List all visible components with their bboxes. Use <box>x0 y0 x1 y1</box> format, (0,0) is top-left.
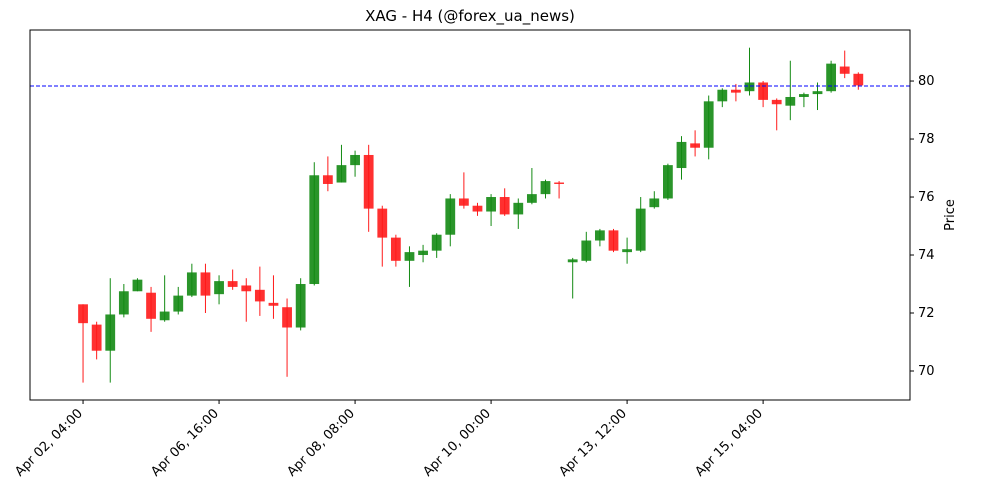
candle-body <box>186 272 197 296</box>
candle-body <box>472 205 483 212</box>
candle-body <box>540 181 551 195</box>
candle-body <box>350 154 360 166</box>
candle-body <box>309 175 320 285</box>
candle-body <box>839 66 850 74</box>
chart-title: XAG - H4 (@forex_ua_news) <box>365 7 575 26</box>
candle-body <box>826 63 837 92</box>
candle-body <box>703 101 714 148</box>
candle-body <box>812 91 823 95</box>
plot-frame <box>29 29 911 401</box>
candle-body <box>214 281 224 295</box>
y-tick-label: 72 <box>918 306 935 321</box>
candle-body <box>486 197 496 212</box>
candle-body <box>731 89 741 93</box>
candle-body <box>282 307 292 328</box>
candle-body <box>91 324 102 351</box>
y-tick-label: 78 <box>918 132 935 147</box>
candle-body <box>799 94 809 97</box>
y-tick-label: 80 <box>918 74 935 89</box>
candle-body <box>581 240 592 261</box>
candle-body <box>676 141 687 169</box>
candle-body <box>227 281 238 287</box>
y-axis-label: Price <box>943 199 958 231</box>
candle-body <box>431 234 442 251</box>
candle-body <box>513 202 524 215</box>
candle-body <box>690 143 700 148</box>
candle-body <box>241 285 252 292</box>
candle-body <box>132 279 143 292</box>
candle-body <box>785 96 796 106</box>
candle-body <box>336 165 347 183</box>
candle-body <box>758 82 769 100</box>
candle-body <box>771 99 782 105</box>
candle-body <box>268 302 279 306</box>
candle-body <box>554 182 564 184</box>
y-tick-label: 76 <box>918 190 935 205</box>
candle-body <box>608 230 619 251</box>
candle-body <box>853 73 864 86</box>
candle-body <box>363 154 374 209</box>
candle-body <box>322 175 333 184</box>
candle-body <box>526 194 537 203</box>
candle-body <box>159 311 170 321</box>
candle-body <box>254 289 265 302</box>
candle-body <box>105 314 116 351</box>
candle-body <box>377 208 388 238</box>
candle-body <box>458 198 469 206</box>
candle-body <box>200 272 211 296</box>
candle-body <box>295 284 306 328</box>
candle-body <box>418 250 428 256</box>
candle-body <box>445 198 456 235</box>
y-tick-label: 74 <box>918 248 935 263</box>
candle-body <box>390 237 401 261</box>
candle-body <box>118 291 129 315</box>
candle-body <box>173 295 184 312</box>
candle-body <box>717 89 728 102</box>
candle-body <box>567 259 578 263</box>
candle-body <box>78 304 88 324</box>
candle-body <box>744 82 755 92</box>
candle-body <box>146 292 156 319</box>
candle-body <box>622 249 632 253</box>
candle-body <box>663 165 673 199</box>
candle-body <box>404 252 415 261</box>
candle-body <box>499 197 510 215</box>
y-tick-label: 70 <box>918 364 935 379</box>
candle-body <box>594 230 605 241</box>
candle-body <box>635 208 646 251</box>
candle-body <box>649 198 660 208</box>
